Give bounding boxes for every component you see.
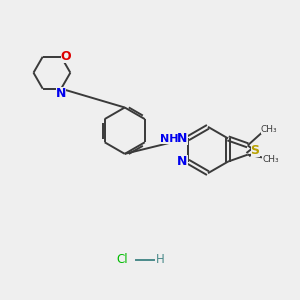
Text: O: O bbox=[61, 50, 71, 63]
Text: H: H bbox=[156, 254, 165, 266]
Text: S: S bbox=[250, 143, 260, 157]
Text: N: N bbox=[56, 87, 66, 100]
Text: N: N bbox=[177, 132, 188, 145]
Text: CH₃: CH₃ bbox=[262, 154, 279, 164]
Text: NH: NH bbox=[160, 134, 178, 144]
Text: Cl: Cl bbox=[117, 254, 128, 266]
Text: N: N bbox=[177, 155, 188, 168]
Text: CH₃: CH₃ bbox=[261, 124, 278, 134]
